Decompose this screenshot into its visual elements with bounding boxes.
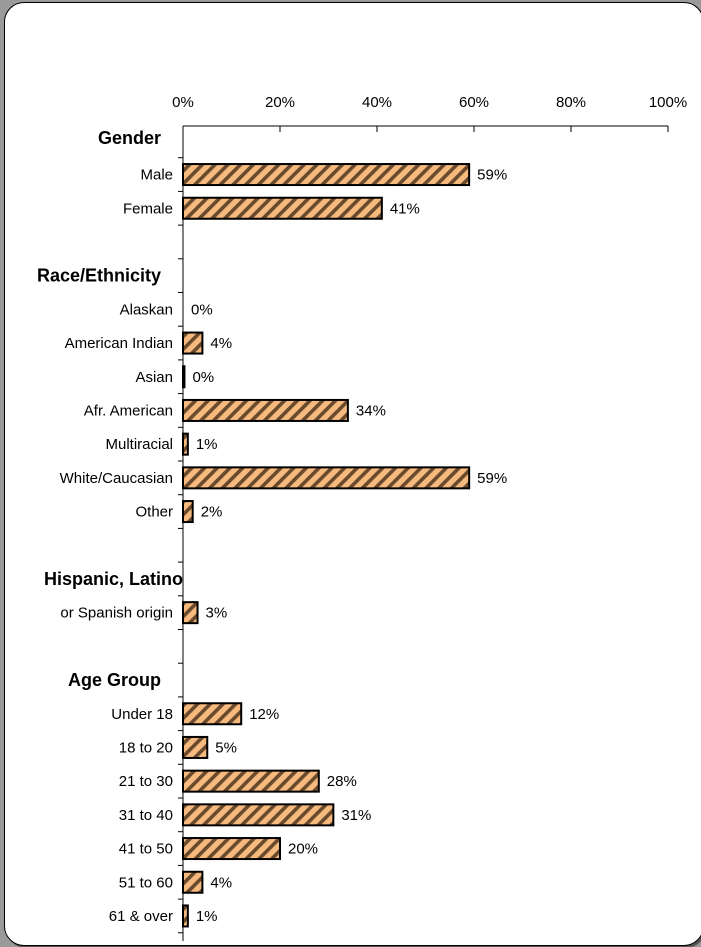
bar-chart: 0% 20% 40% 60% 80% 100% Gender Male 59% Female 41… [37, 94, 687, 941]
data-label: 0% [191, 301, 213, 318]
bar [182, 466, 471, 490]
data-label: 1% [196, 436, 218, 453]
bar [182, 163, 471, 187]
x-tick-label: 100% [649, 94, 687, 111]
category-label: 18 to 20 [119, 739, 173, 756]
bar [182, 735, 209, 759]
x-tick-label: 0% [172, 94, 194, 111]
bar [182, 870, 204, 894]
bar [182, 702, 243, 726]
bar [182, 500, 194, 524]
category-label: Alaskan [120, 301, 173, 318]
category-label: Multiracial [105, 436, 173, 453]
bar [182, 365, 186, 389]
category-label: Male [140, 167, 173, 184]
data-label: 12% [249, 706, 279, 723]
bar [182, 803, 335, 827]
bar [182, 601, 199, 625]
data-label: 31% [341, 807, 371, 824]
data-label: 4% [210, 335, 232, 352]
x-tick-label: 80% [556, 94, 586, 111]
bar [182, 196, 383, 220]
group-label: Hispanic, Latino [44, 569, 183, 589]
data-label: 4% [210, 874, 232, 891]
category-label: 41 to 50 [119, 841, 173, 858]
group-label: Gender [98, 128, 161, 148]
bar [182, 769, 320, 793]
data-label: 5% [215, 739, 237, 756]
category-label: 51 to 60 [119, 874, 173, 891]
group-label: Age Group [68, 670, 161, 690]
data-label: 20% [288, 841, 318, 858]
category-label: Asian [135, 369, 173, 386]
data-label: 34% [356, 402, 386, 419]
x-tick-labels: 0% 20% 40% 60% 80% 100% [172, 94, 687, 111]
data-label: 41% [390, 200, 420, 217]
data-label: 2% [201, 504, 223, 521]
category-label: Female [123, 200, 173, 217]
category-label: or Spanish origin [60, 605, 173, 622]
category-label: Afr. American [84, 402, 173, 419]
x-tick-label: 20% [265, 94, 295, 111]
bar [182, 904, 189, 928]
category-label: 21 to 30 [119, 773, 173, 790]
category-label: Under 18 [111, 706, 173, 723]
data-label: 59% [477, 470, 507, 487]
data-label: 59% [477, 167, 507, 184]
bar-rows: Gender Male 59% Female 41% Race/Ethnicity Alas… [37, 128, 507, 928]
category-label: Other [135, 504, 173, 521]
chart-panel: 0% 20% 40% 60% 80% 100% Gender Male 59% Female 41… [4, 2, 701, 946]
bar [182, 432, 189, 456]
data-label: 28% [327, 773, 357, 790]
x-tick-label: 40% [362, 94, 392, 111]
bar [182, 837, 281, 861]
group-label: Race/Ethnicity [37, 266, 161, 286]
category-label: 31 to 40 [119, 807, 173, 824]
bar [182, 398, 349, 422]
category-label: 61 & over [109, 908, 173, 925]
category-label: American Indian [65, 335, 173, 352]
x-tick-label: 60% [459, 94, 489, 111]
data-label: 0% [192, 369, 214, 386]
data-label: 1% [196, 908, 218, 925]
category-label: White/Caucasian [60, 470, 173, 487]
bar [182, 331, 204, 355]
data-label: 3% [206, 605, 228, 622]
